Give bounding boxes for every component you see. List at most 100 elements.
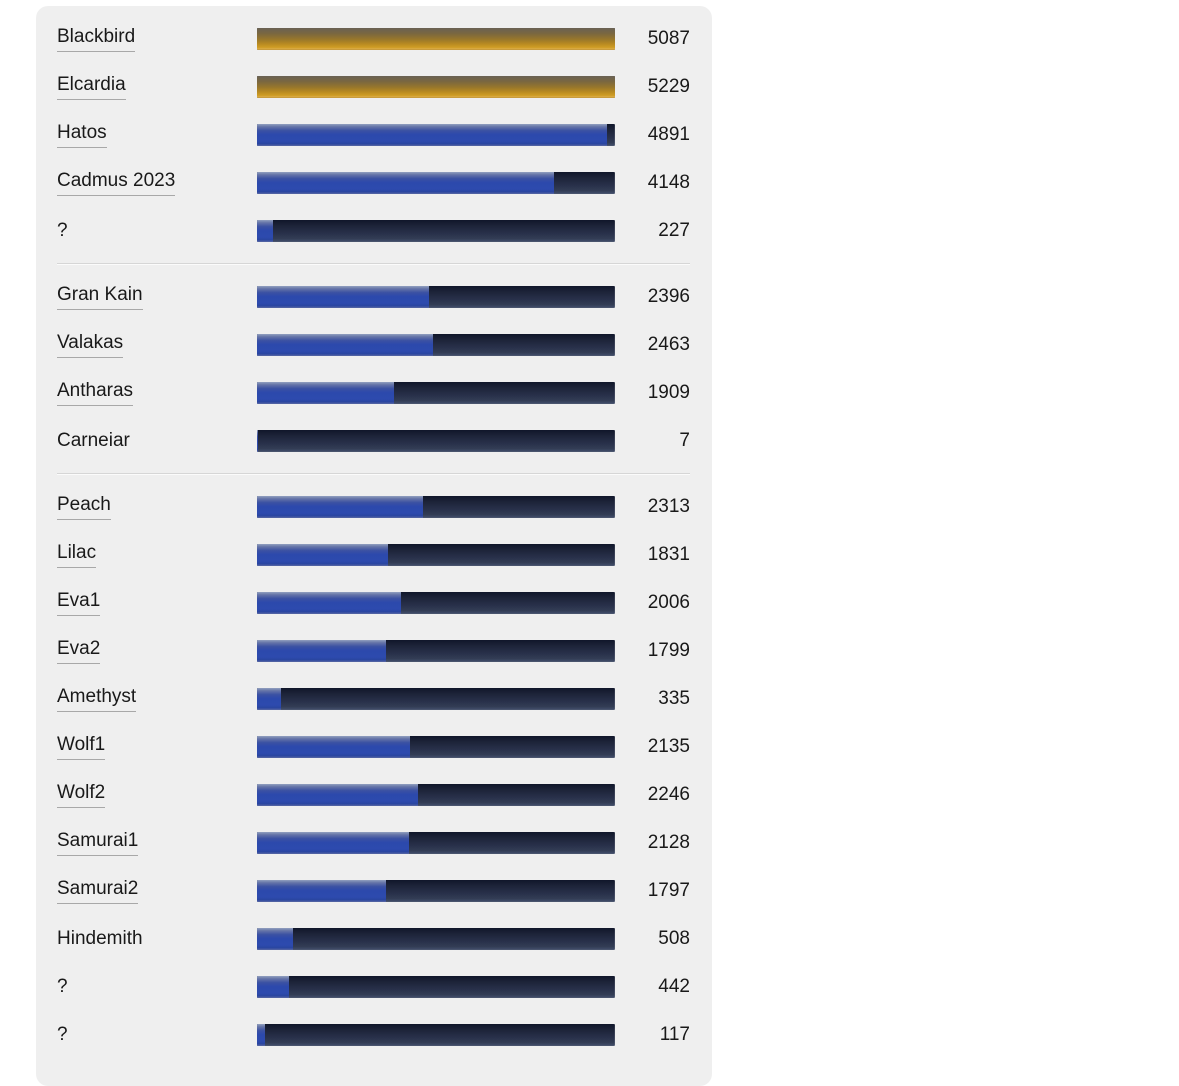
population-bar (257, 688, 615, 710)
player-count: 2313 (647, 496, 690, 517)
server-row: Wolf2 2246 (57, 771, 690, 819)
server-status-panel: Blackbird 5087 Elcardia 5229 Hatos 4891 Cadmus… (36, 6, 712, 1086)
server-label-cell: ? (57, 1024, 257, 1046)
server-label-cell: Blackbird (57, 26, 257, 52)
server-label-cell: Gran Kain (57, 284, 257, 310)
player-count: 1799 (647, 640, 690, 661)
population-bar (257, 640, 615, 662)
server-link[interactable]: Amethyst (57, 686, 137, 712)
population-bar-fill (257, 928, 294, 950)
server-label-cell: ? (57, 976, 257, 998)
server-link[interactable]: Antharas (57, 380, 134, 406)
server-row: Eva1 2006 (57, 579, 690, 627)
server-label-cell: Wolf1 (57, 734, 257, 760)
server-link[interactable]: Wolf1 (57, 734, 106, 760)
population-bar-fill (257, 496, 423, 518)
server-name: Carneiar (57, 430, 130, 451)
population-bar (257, 496, 615, 518)
server-label-cell: Eva2 (57, 638, 257, 664)
population-bar (257, 382, 615, 404)
server-link[interactable]: Samurai1 (57, 830, 139, 856)
population-bar (257, 124, 615, 146)
server-link[interactable]: Eva2 (57, 638, 101, 664)
server-link[interactable]: Hatos (57, 122, 107, 148)
population-bar-fill (257, 76, 615, 98)
population-bar-fill (257, 286, 429, 308)
server-group: Gran Kain 2396 Valakas 2463 Antharas 1909 Carn… (57, 273, 690, 465)
server-name: ? (57, 220, 68, 241)
server-name: ? (57, 1024, 68, 1045)
player-count: 2128 (647, 832, 690, 853)
server-label-cell: Wolf2 (57, 782, 257, 808)
server-link[interactable]: Cadmus 2023 (57, 170, 176, 196)
server-row: ? 442 (57, 963, 690, 1011)
population-bar-fill (257, 736, 410, 758)
population-bar-fill (257, 28, 615, 50)
server-row: Hatos 4891 (57, 111, 690, 159)
server-label-cell: Peach (57, 494, 257, 520)
player-count: 442 (658, 976, 690, 997)
server-link[interactable]: Gran Kain (57, 284, 143, 310)
server-row: ? 117 (57, 1011, 690, 1059)
player-count: 1797 (647, 880, 690, 901)
server-row: Eva2 1799 (57, 627, 690, 675)
server-label-cell: Hatos (57, 122, 257, 148)
server-label-cell: Valakas (57, 332, 257, 358)
player-count: 5229 (647, 76, 690, 97)
player-count: 1831 (647, 544, 690, 565)
population-bar (257, 28, 615, 50)
population-bar-fill (257, 880, 386, 902)
player-count: 4148 (647, 172, 690, 193)
server-link[interactable]: Elcardia (57, 74, 126, 100)
server-row: Amethyst 335 (57, 675, 690, 723)
server-link[interactable]: Wolf2 (57, 782, 106, 808)
server-link[interactable]: Eva1 (57, 590, 101, 616)
population-bar (257, 1024, 615, 1046)
server-row: Cadmus 2023 4148 (57, 159, 690, 207)
server-label-cell: Cadmus 2023 (57, 170, 257, 196)
population-bar (257, 334, 615, 356)
server-label-cell: Lilac (57, 542, 257, 568)
player-count: 7 (679, 430, 690, 451)
player-count: 335 (658, 688, 690, 709)
server-link[interactable]: Peach (57, 494, 111, 520)
population-bar-fill (257, 382, 394, 404)
population-bar (257, 430, 615, 452)
population-bar-fill (257, 976, 289, 998)
population-bar (257, 832, 615, 854)
server-row: Carneiar 7 (57, 417, 690, 465)
server-link[interactable]: Samurai2 (57, 878, 139, 904)
server-row: Lilac 1831 (57, 531, 690, 579)
population-bar (257, 880, 615, 902)
population-bar-fill (257, 172, 554, 194)
player-count: 2463 (647, 334, 690, 355)
server-label-cell: Samurai1 (57, 830, 257, 856)
server-row: Gran Kain 2396 (57, 273, 690, 321)
server-row: Wolf1 2135 (57, 723, 690, 771)
player-count: 2396 (647, 286, 690, 307)
server-link[interactable]: Lilac (57, 542, 97, 568)
population-bar-fill (257, 430, 258, 452)
server-row: Samurai1 2128 (57, 819, 690, 867)
group-divider (57, 263, 690, 265)
server-label-cell: Antharas (57, 380, 257, 406)
population-bar-fill (257, 124, 608, 146)
server-link[interactable]: Valakas (57, 332, 124, 358)
server-link[interactable]: Blackbird (57, 26, 136, 52)
population-bar-fill (257, 1024, 266, 1046)
group-divider (57, 473, 690, 475)
server-row: Hindemith 508 (57, 915, 690, 963)
population-bar-fill (257, 592, 401, 614)
player-count: 2006 (647, 592, 690, 613)
population-bar-fill (257, 688, 281, 710)
server-row: Valakas 2463 (57, 321, 690, 369)
population-bar-fill (257, 220, 274, 242)
population-bar (257, 220, 615, 242)
player-count: 2246 (647, 784, 690, 805)
server-label-cell: Samurai2 (57, 878, 257, 904)
server-label-cell: ? (57, 220, 257, 242)
server-label-cell: Amethyst (57, 686, 257, 712)
player-count: 2135 (647, 736, 690, 757)
server-label-cell: Hindemith (57, 928, 257, 950)
player-count: 5087 (647, 28, 690, 49)
